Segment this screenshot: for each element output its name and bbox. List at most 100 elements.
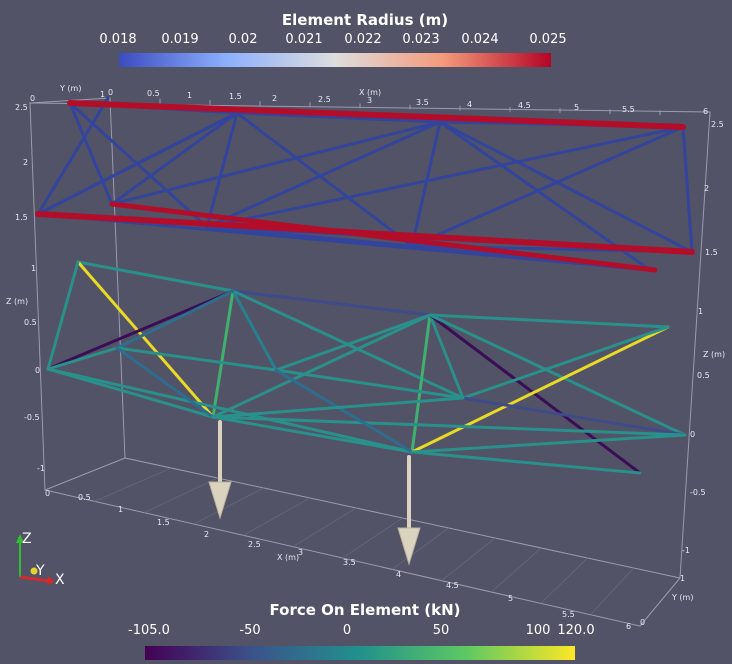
y-tick: 1 — [100, 90, 106, 99]
upper-truss-member — [410, 125, 685, 248]
z-tick-right: 1 — [698, 307, 704, 316]
x-tick-top: 2 — [272, 94, 278, 103]
x-tick-top: 1.5 — [229, 92, 242, 101]
upper-truss-member — [110, 111, 239, 206]
x-tick-bottom: 4 — [396, 570, 402, 579]
lower-truss-member — [410, 325, 670, 454]
bounding-box-edge — [679, 111, 711, 579]
x-tick-top: 2.5 — [318, 95, 331, 104]
load-arrow-head — [397, 527, 421, 566]
lower-truss-member — [410, 433, 687, 454]
lower-truss-member — [231, 289, 278, 372]
upper-truss-member — [205, 120, 442, 229]
z-tick-left: 0.5 — [24, 318, 37, 327]
x-tick-bottom: 3.5 — [343, 558, 356, 567]
z-tick-left: 2.5 — [15, 103, 28, 112]
x-tick-top: 5.5 — [622, 105, 635, 114]
lower-truss-member — [115, 346, 215, 419]
lower-truss-member — [46, 367, 215, 419]
force-colorbar — [145, 646, 575, 660]
load-arrow-head — [208, 481, 232, 520]
floor-grid-line — [94, 467, 172, 502]
y-tick: 0 — [45, 489, 51, 498]
triad-y-label: Y — [36, 563, 45, 579]
lower-truss-member — [410, 313, 432, 454]
lower-truss-member — [115, 289, 235, 350]
bounding-box-edge — [44, 457, 126, 491]
upper-truss-member — [36, 111, 239, 216]
force-tick: 50 — [432, 623, 450, 638]
floor-grid-line — [143, 477, 218, 513]
z-tick-right: 2 — [704, 184, 710, 193]
y-tick: 0 — [30, 94, 36, 103]
z-tick-right: 2.5 — [711, 120, 724, 129]
radius-tick: 0.023 — [402, 32, 440, 47]
triad-x-label: X — [55, 572, 65, 588]
orientation-triad — [16, 534, 55, 585]
floor-grid-line — [590, 567, 635, 615]
y-tick: 0 — [640, 618, 646, 627]
x-tick-bottom: 1.5 — [157, 518, 170, 527]
radius-tick: 0.019 — [161, 32, 199, 47]
force-tick: 0 — [342, 623, 352, 638]
bounding-box-edge — [109, 97, 126, 459]
z-tick-left: -1 — [37, 464, 45, 473]
lower-truss-member — [76, 260, 215, 419]
radius-colorbar — [119, 53, 551, 67]
z-tick-right: 0.5 — [697, 371, 710, 380]
z-tick-right: 0 — [690, 430, 696, 439]
radius-tick: 0.021 — [285, 32, 323, 47]
lower-truss-member — [211, 415, 687, 437]
force-tick: 100 — [525, 623, 551, 638]
lower-truss-member — [211, 313, 432, 419]
x-tick-bottom: 2 — [204, 530, 210, 539]
z-tick-left: 1.5 — [15, 213, 28, 222]
upper-truss-member — [410, 120, 442, 248]
radius-tick: 0.022 — [344, 32, 382, 47]
lower-truss-member — [274, 368, 465, 400]
lower-truss-member — [428, 313, 670, 329]
lower-truss-member — [46, 346, 119, 371]
lower-truss-member — [410, 450, 642, 475]
lower-truss-member — [461, 396, 687, 437]
x-tick-bottom: 5 — [508, 594, 514, 603]
radius-tick: 0.025 — [529, 32, 567, 47]
z-tick-right: 1.5 — [705, 248, 718, 257]
lower-truss-member — [428, 313, 465, 400]
upper-truss-member — [235, 111, 442, 124]
x-tick-top: 4 — [467, 100, 473, 109]
z-axis-title-left: Z (m) — [6, 297, 29, 306]
lower-truss-member — [461, 325, 670, 400]
floor-grid-line — [243, 497, 311, 536]
x-tick-bottom: 0.5 — [78, 493, 91, 502]
upper-truss-member — [110, 120, 442, 206]
floor-grid-line — [540, 557, 588, 604]
z-tick-left: 2 — [23, 158, 29, 167]
radius-colorbar-title: Element Radius (m) — [281, 11, 449, 29]
lower-truss-member — [211, 289, 235, 419]
floor-grid-line — [490, 547, 542, 593]
lower-truss-member — [428, 313, 642, 475]
upper-truss-member — [205, 125, 685, 229]
lower-truss-member — [274, 313, 432, 372]
z-tick-right: -1 — [682, 546, 690, 555]
z-tick-left: 1 — [31, 264, 37, 273]
x-tick-bottom: 4.5 — [446, 581, 459, 590]
z-axis-title-right: Z (m) — [703, 350, 726, 359]
x-tick-bottom: 2.5 — [248, 540, 261, 549]
bounding-box-edge — [639, 577, 681, 627]
lower-truss-member — [115, 346, 278, 372]
upper-truss-member — [235, 111, 414, 248]
z-tick-right: -0.5 — [690, 488, 706, 497]
force-tick: -105.0 — [128, 623, 170, 638]
x-tick-top: 5 — [574, 103, 580, 112]
lower-truss-member — [231, 289, 432, 317]
upper-top-chord — [67, 100, 686, 130]
x-tick-top: 0 — [108, 88, 114, 97]
x-tick-bottom: 1 — [118, 505, 124, 514]
x-tick-top: 0.5 — [147, 89, 160, 98]
upper-truss-member — [36, 96, 110, 216]
force-tick: -50 — [239, 623, 261, 638]
